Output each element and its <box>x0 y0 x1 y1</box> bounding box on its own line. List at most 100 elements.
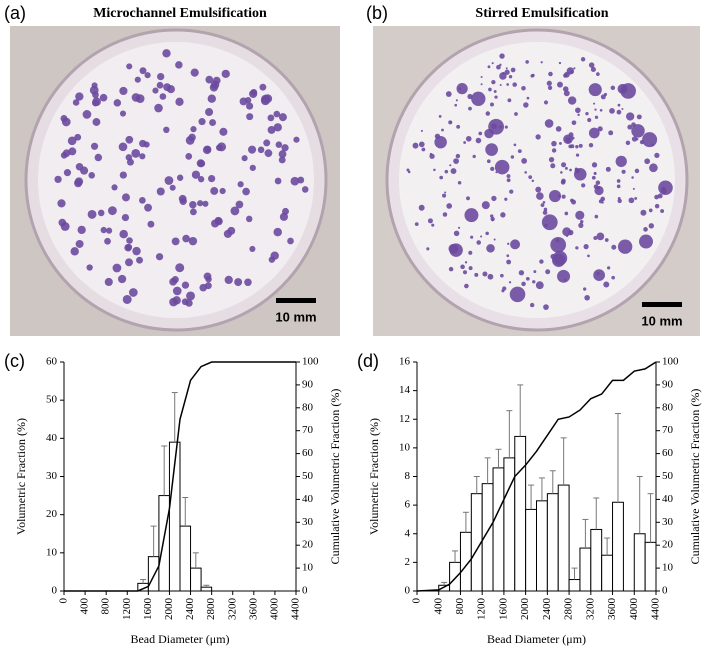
colony <box>412 142 419 149</box>
colony <box>562 227 572 237</box>
colony <box>273 227 282 237</box>
colony <box>506 83 510 86</box>
colony <box>617 103 621 107</box>
colony <box>464 261 468 264</box>
colony <box>560 171 563 174</box>
colony <box>171 237 180 246</box>
colony <box>156 81 164 89</box>
colony <box>60 115 68 122</box>
colony <box>580 220 584 224</box>
colony <box>249 245 256 252</box>
y2-tick-label: 20 <box>302 539 314 551</box>
colony <box>506 254 510 258</box>
colony <box>486 159 491 164</box>
colony <box>455 153 461 159</box>
y-axis-title: Volumetric Fraction (%) <box>367 418 381 535</box>
colony <box>439 175 444 180</box>
colony <box>131 93 141 102</box>
colony <box>181 281 190 289</box>
bar <box>568 579 581 592</box>
x-tick-label: 3200 <box>584 598 596 621</box>
colony <box>125 258 133 267</box>
colony <box>657 193 663 199</box>
y2-axis-title: Cumulative Volumetric Fraction (%) <box>328 389 342 565</box>
colony <box>75 162 84 171</box>
colony <box>550 163 556 169</box>
colony <box>506 178 511 183</box>
colony <box>57 199 66 208</box>
colony <box>593 171 597 176</box>
colony <box>627 124 633 130</box>
colony <box>189 201 197 209</box>
y2-tick-label: 10 <box>302 562 314 574</box>
x-tick-label: 2000 <box>163 598 175 621</box>
colony <box>631 124 645 138</box>
colony <box>63 169 72 177</box>
colony <box>634 168 640 174</box>
colony <box>564 211 569 216</box>
y2-tick-label: 90 <box>662 378 674 390</box>
colony <box>450 120 453 124</box>
colony <box>631 176 634 179</box>
x-tick-label: 1200 <box>121 598 133 621</box>
colony <box>610 85 616 91</box>
x-axis-title: Bead Diameter (μm) <box>487 632 586 646</box>
colony <box>558 61 562 65</box>
colony <box>571 120 577 126</box>
colony <box>188 236 198 246</box>
colony <box>104 237 111 245</box>
colony <box>548 190 562 203</box>
panel-label: (d) <box>357 351 379 371</box>
colony <box>585 111 589 116</box>
colony <box>185 153 193 160</box>
colony <box>530 74 534 78</box>
colony <box>67 136 77 146</box>
colony <box>557 81 563 88</box>
colony <box>658 180 673 196</box>
colony <box>92 97 101 106</box>
colony <box>162 49 171 58</box>
colony <box>429 152 433 156</box>
y-tick-label: 8 <box>405 470 411 482</box>
colony <box>264 149 273 158</box>
colony <box>154 103 163 113</box>
colony <box>504 69 510 75</box>
colony <box>198 118 206 126</box>
colony <box>616 184 621 189</box>
colony <box>590 66 596 72</box>
x-tick-label: 2800 <box>205 598 217 621</box>
x-tick-label: 2000 <box>519 598 531 621</box>
colony <box>533 270 537 274</box>
bar <box>633 533 646 592</box>
colony <box>275 141 283 148</box>
colony <box>172 286 182 296</box>
colony <box>449 164 452 167</box>
colony <box>493 238 496 241</box>
colony <box>235 200 244 209</box>
colony <box>506 259 512 265</box>
colony <box>460 264 465 270</box>
colony <box>654 152 660 159</box>
colony <box>548 71 553 77</box>
photo-title: Stirred Emulsification <box>475 6 608 21</box>
colony <box>617 198 622 204</box>
colony <box>493 90 497 93</box>
colony <box>448 266 454 272</box>
colony <box>525 276 530 281</box>
colony <box>485 111 491 116</box>
colony <box>547 85 553 90</box>
colony <box>224 275 233 285</box>
colony <box>578 143 583 148</box>
colony <box>70 247 79 256</box>
scale-bar <box>276 298 316 303</box>
colony <box>156 187 165 196</box>
colony <box>564 166 568 170</box>
colony <box>525 60 529 64</box>
colony <box>75 239 84 248</box>
colony <box>453 158 459 164</box>
colony <box>204 145 212 153</box>
colony <box>143 141 150 148</box>
x-tick-label: 3200 <box>226 598 238 621</box>
colony <box>169 277 177 286</box>
colony <box>82 110 92 119</box>
